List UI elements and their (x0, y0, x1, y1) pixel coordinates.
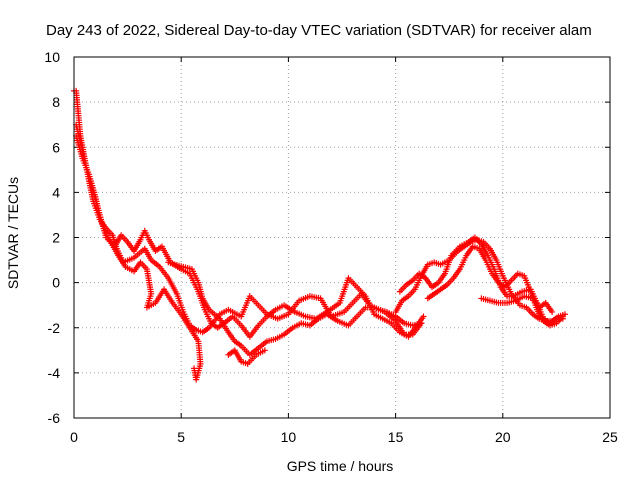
plot-frame (73, 56, 611, 419)
x-tick-label: 20 (495, 429, 511, 445)
x-tick-label: 0 (70, 429, 78, 445)
y-tick-label: 0 (52, 275, 60, 291)
x-tick-label: 10 (281, 429, 297, 445)
grid-lines (74, 57, 610, 418)
y-tick-label: 6 (52, 139, 60, 155)
data-point (418, 320, 425, 327)
y-tick-label: 2 (52, 230, 60, 246)
chart-title: Day 243 of 2022, Sidereal Day-to-day VTE… (46, 22, 592, 39)
y-tick-label: 10 (44, 49, 60, 65)
x-tick-label: 5 (177, 429, 185, 445)
y-tick-label: -4 (48, 365, 61, 381)
y-tick-label: -2 (48, 320, 61, 336)
data-point (549, 308, 556, 315)
y-tick-label: 4 (52, 184, 60, 200)
data-points (71, 87, 568, 383)
y-tick-label: -6 (48, 410, 61, 426)
data-point (420, 313, 427, 320)
data-point (261, 347, 268, 354)
x-tick-label: 25 (602, 429, 618, 445)
data-point (191, 365, 198, 372)
x-axis-label: GPS time / hours (287, 458, 394, 474)
y-axis-label: SDTVAR / TECUs (5, 177, 21, 289)
data-point (559, 313, 566, 320)
y-tick-label: 8 (52, 94, 60, 110)
x-tick-label: 15 (388, 429, 404, 445)
